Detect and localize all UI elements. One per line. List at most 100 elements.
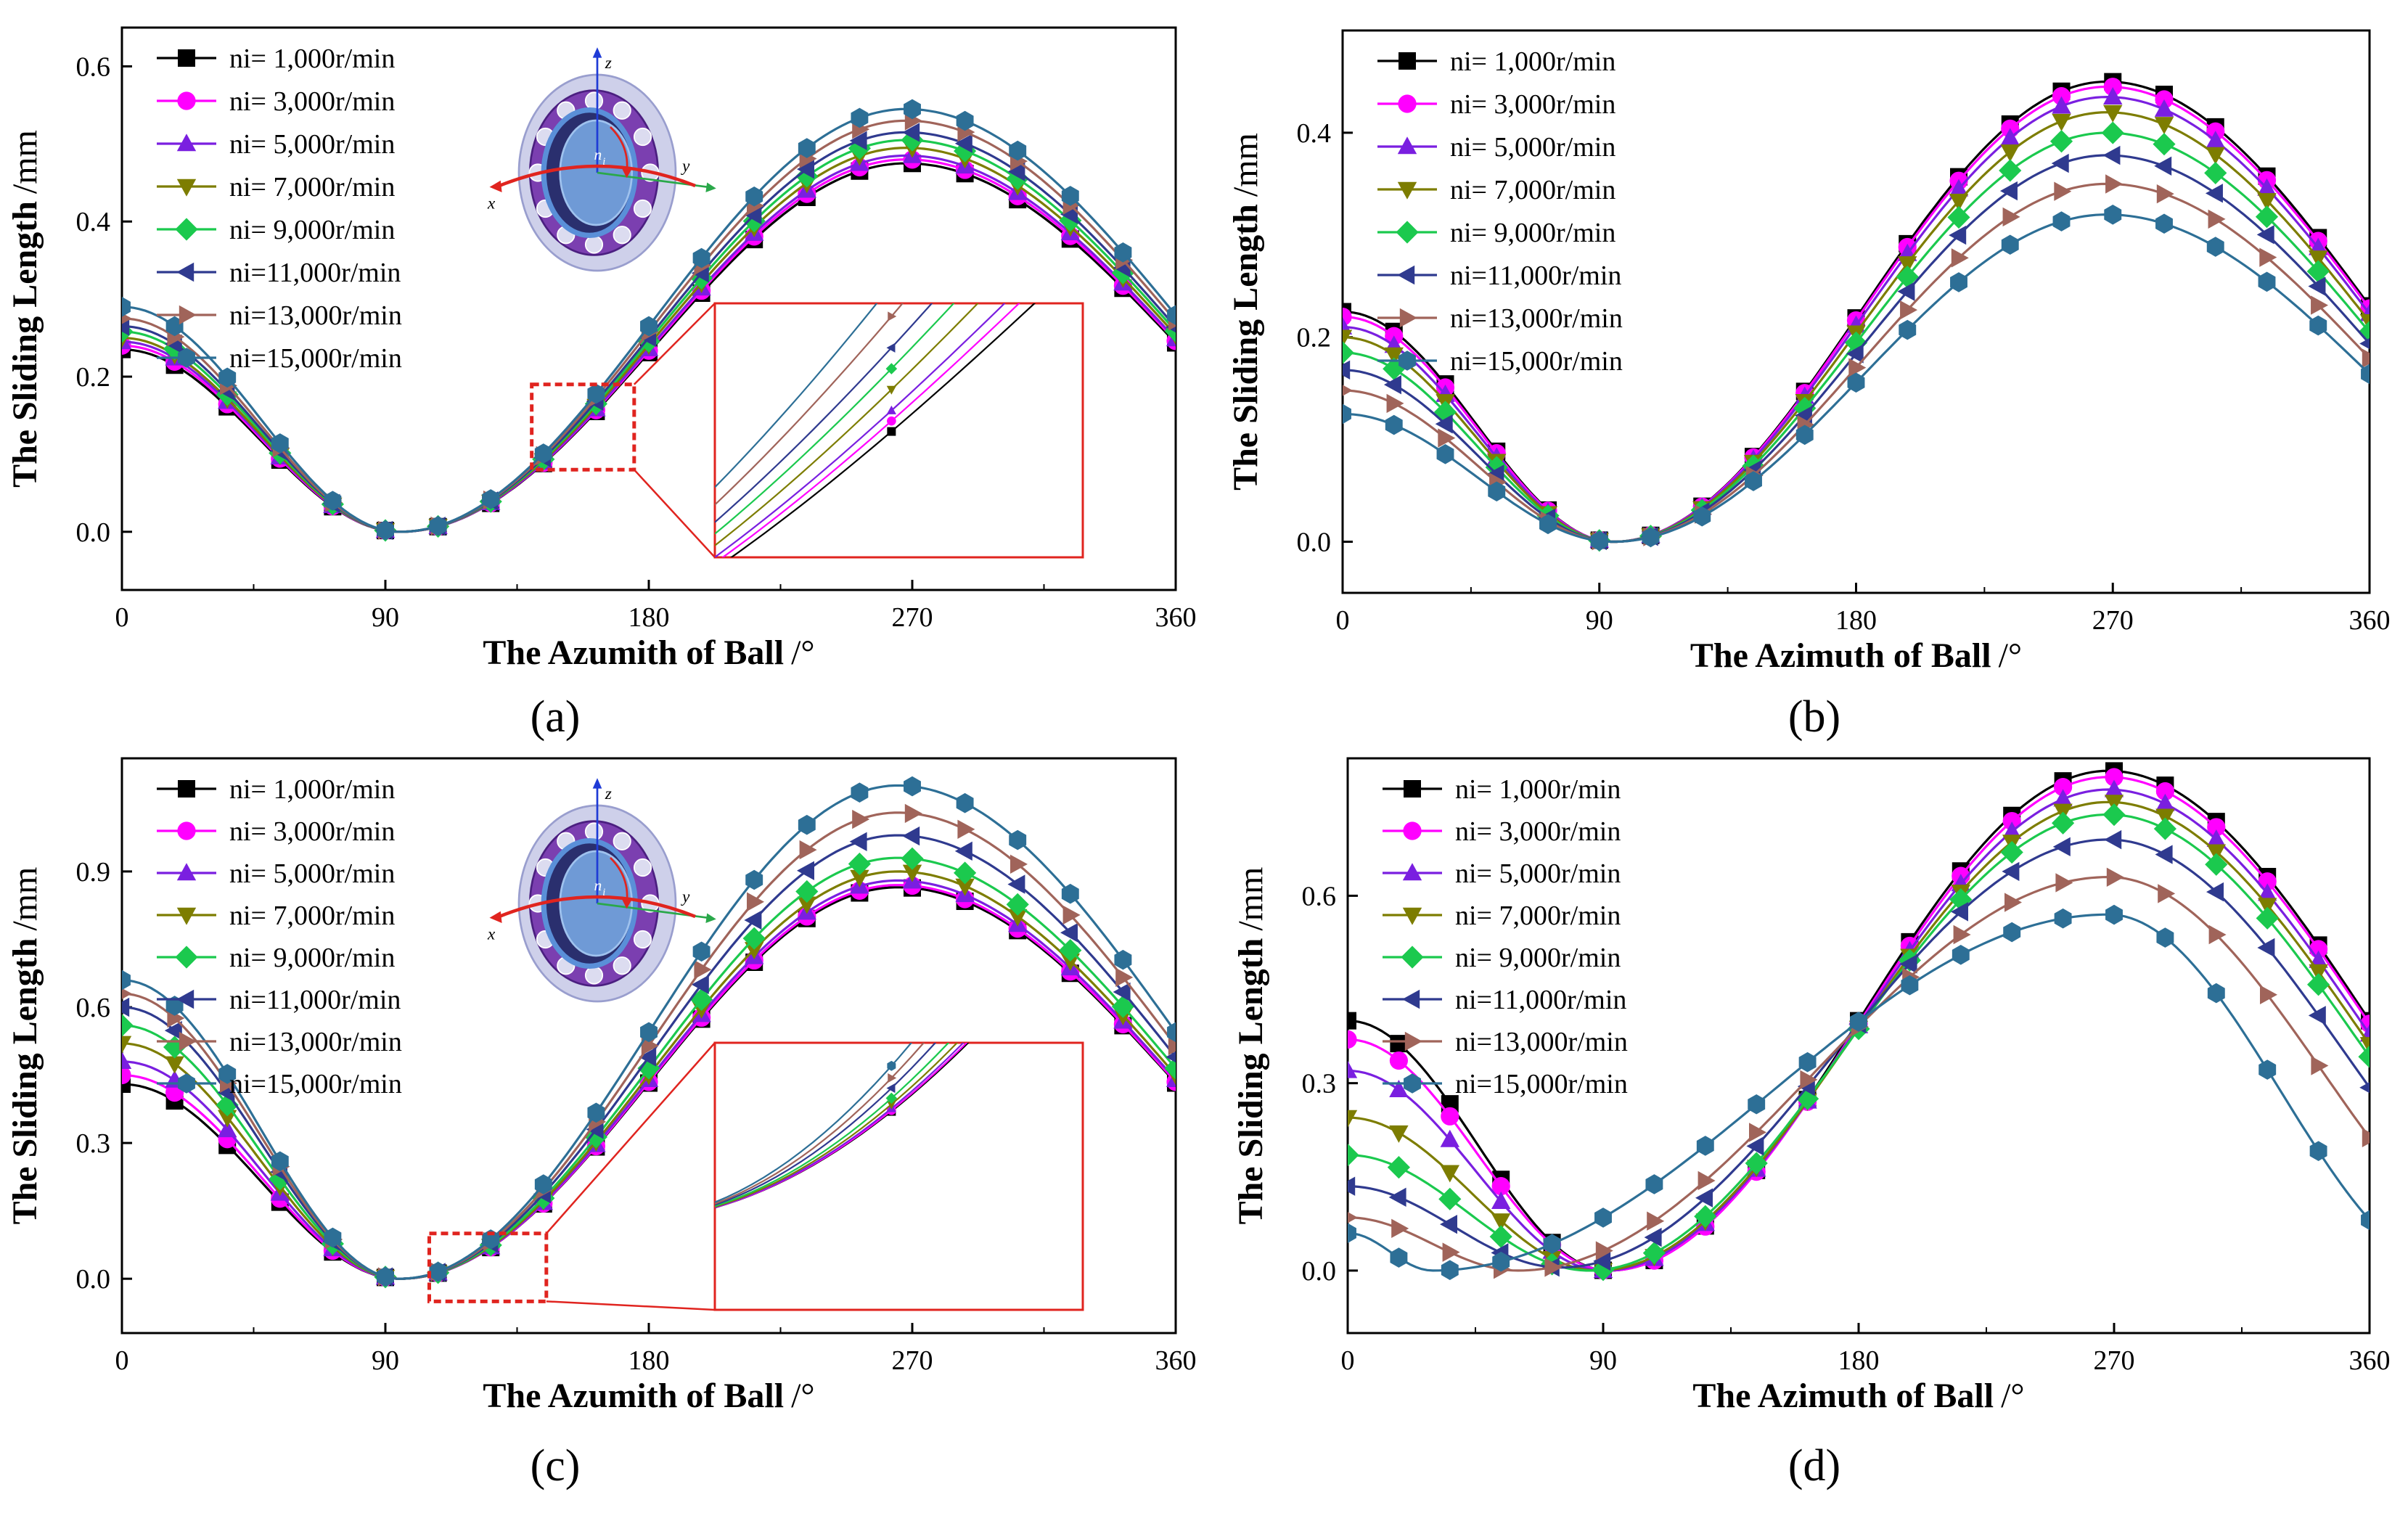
series-point — [1748, 1094, 1766, 1115]
series-point — [2259, 247, 2277, 267]
x-tick-label: 180 — [628, 1345, 670, 1376]
series-point — [2255, 205, 2279, 229]
series-point — [798, 814, 816, 835]
series-point — [1898, 256, 1917, 274]
series-point — [2207, 983, 2225, 1004]
series-point — [640, 1022, 658, 1043]
series-point — [1343, 385, 1353, 396]
legend-label: ni= 7,000r/min — [1450, 175, 1615, 205]
series-point — [2105, 174, 2124, 194]
y-axis-title: The Sliding Length/mm — [1232, 867, 1270, 1225]
z-axis-label: z — [605, 54, 612, 73]
series-point — [1850, 1012, 1867, 1032]
y-axis-title-text: The Sliding Length — [6, 201, 44, 488]
series-point — [271, 433, 289, 454]
y-axis-title: The Sliding Length/mm — [1226, 133, 1265, 491]
series-point — [1848, 358, 1867, 377]
series-point — [1389, 1125, 1409, 1143]
series-point — [1164, 1057, 1176, 1080]
series-point — [954, 841, 972, 861]
zoom-series-point — [888, 311, 897, 321]
series-point — [1166, 1069, 1176, 1087]
series-point — [1491, 1213, 1511, 1231]
series-point — [2158, 884, 2176, 903]
x-axis-curve — [499, 895, 696, 919]
series-point — [849, 131, 867, 151]
series-point — [1390, 1035, 1408, 1053]
series-point — [1390, 1247, 1408, 1268]
x-tick-label: 360 — [1155, 602, 1197, 633]
zoom-series-line — [721, 303, 1020, 557]
legend: ni= 1,000r/min ni= 3,000r/min ni= 5,000r/m… — [1383, 774, 1628, 1099]
panel-c: 0 90 180 270 360 0.0 0.3 0.6 0.9 The Azumith of B… — [6, 757, 1197, 1415]
series-point — [797, 159, 814, 179]
zoom-series-point — [885, 1092, 898, 1104]
series-point — [122, 1051, 132, 1070]
series-point — [1543, 1234, 1561, 1254]
series-point — [2000, 128, 2020, 146]
ball-shape — [633, 930, 652, 949]
legend-marker — [1402, 989, 1420, 1009]
series-point — [747, 892, 764, 911]
series-point — [2053, 789, 2073, 807]
y-axis-unit: /mm — [1226, 133, 1265, 197]
zoom-series-line — [715, 303, 955, 535]
series-point — [1798, 1051, 1817, 1073]
legend-label: ni= 5,000r/min — [1455, 858, 1621, 889]
series-point — [2206, 131, 2225, 149]
series-point — [2051, 153, 2069, 173]
x-tick-label: 180 — [1838, 1345, 1880, 1376]
series-point — [1594, 1208, 1612, 1228]
series-point — [904, 99, 921, 120]
legend-marker — [178, 1073, 195, 1094]
x-tick-label: 90 — [1586, 605, 1613, 636]
series-point — [1343, 341, 1354, 364]
legend-marker — [1398, 350, 1416, 371]
series-point — [2153, 817, 2176, 840]
series-point — [2002, 811, 2021, 831]
series-point — [1899, 319, 1917, 340]
zoom-series-line — [715, 1043, 937, 1206]
series-point — [1693, 506, 1711, 527]
series-point — [745, 869, 763, 890]
series-point — [850, 869, 869, 887]
series-point — [324, 1227, 342, 1248]
y-axis-title: The Sliding Length/mm — [6, 867, 44, 1225]
series-point — [1644, 1227, 1662, 1247]
x-axis-curve — [499, 164, 696, 188]
y-tick-label: 0.3 — [1302, 1069, 1337, 1099]
y-axis-unit: /mm — [6, 130, 44, 194]
series-point — [1387, 1156, 1410, 1179]
series-point — [1006, 893, 1029, 916]
legend-marker — [179, 1031, 197, 1051]
series-point — [2361, 364, 2370, 385]
series-point — [1440, 1165, 1459, 1183]
series-point — [2258, 872, 2277, 891]
zoom-connector-line — [633, 303, 716, 385]
legend-label: ni= 5,000r/min — [229, 858, 395, 889]
series-point — [2003, 922, 2021, 943]
series-point — [797, 861, 814, 881]
series-point — [955, 878, 975, 896]
x-tick-label: 90 — [1589, 1345, 1617, 1376]
series-point — [2359, 1082, 2370, 1094]
x-axis-label: x — [487, 925, 496, 944]
series-point — [1167, 305, 1176, 325]
zoom-series-point — [887, 427, 896, 436]
series-point — [1951, 248, 1969, 268]
series-point — [2208, 209, 2226, 229]
x-tick-label: 360 — [2349, 605, 2391, 636]
series-point — [1440, 1129, 1459, 1147]
legend-label: ni=15,000r/min — [229, 343, 402, 374]
series-point — [2002, 821, 2022, 840]
panel-label: (c) — [531, 1441, 581, 1491]
x-tick-label: 90 — [372, 602, 399, 633]
series-point — [1433, 401, 1457, 424]
legend-label: ni=13,000r/min — [229, 300, 402, 331]
series-7 — [1343, 204, 2370, 552]
series-point — [1642, 1242, 1666, 1265]
series-point — [1061, 883, 1079, 904]
series-point — [164, 1020, 182, 1041]
series-point — [1441, 1107, 1459, 1126]
